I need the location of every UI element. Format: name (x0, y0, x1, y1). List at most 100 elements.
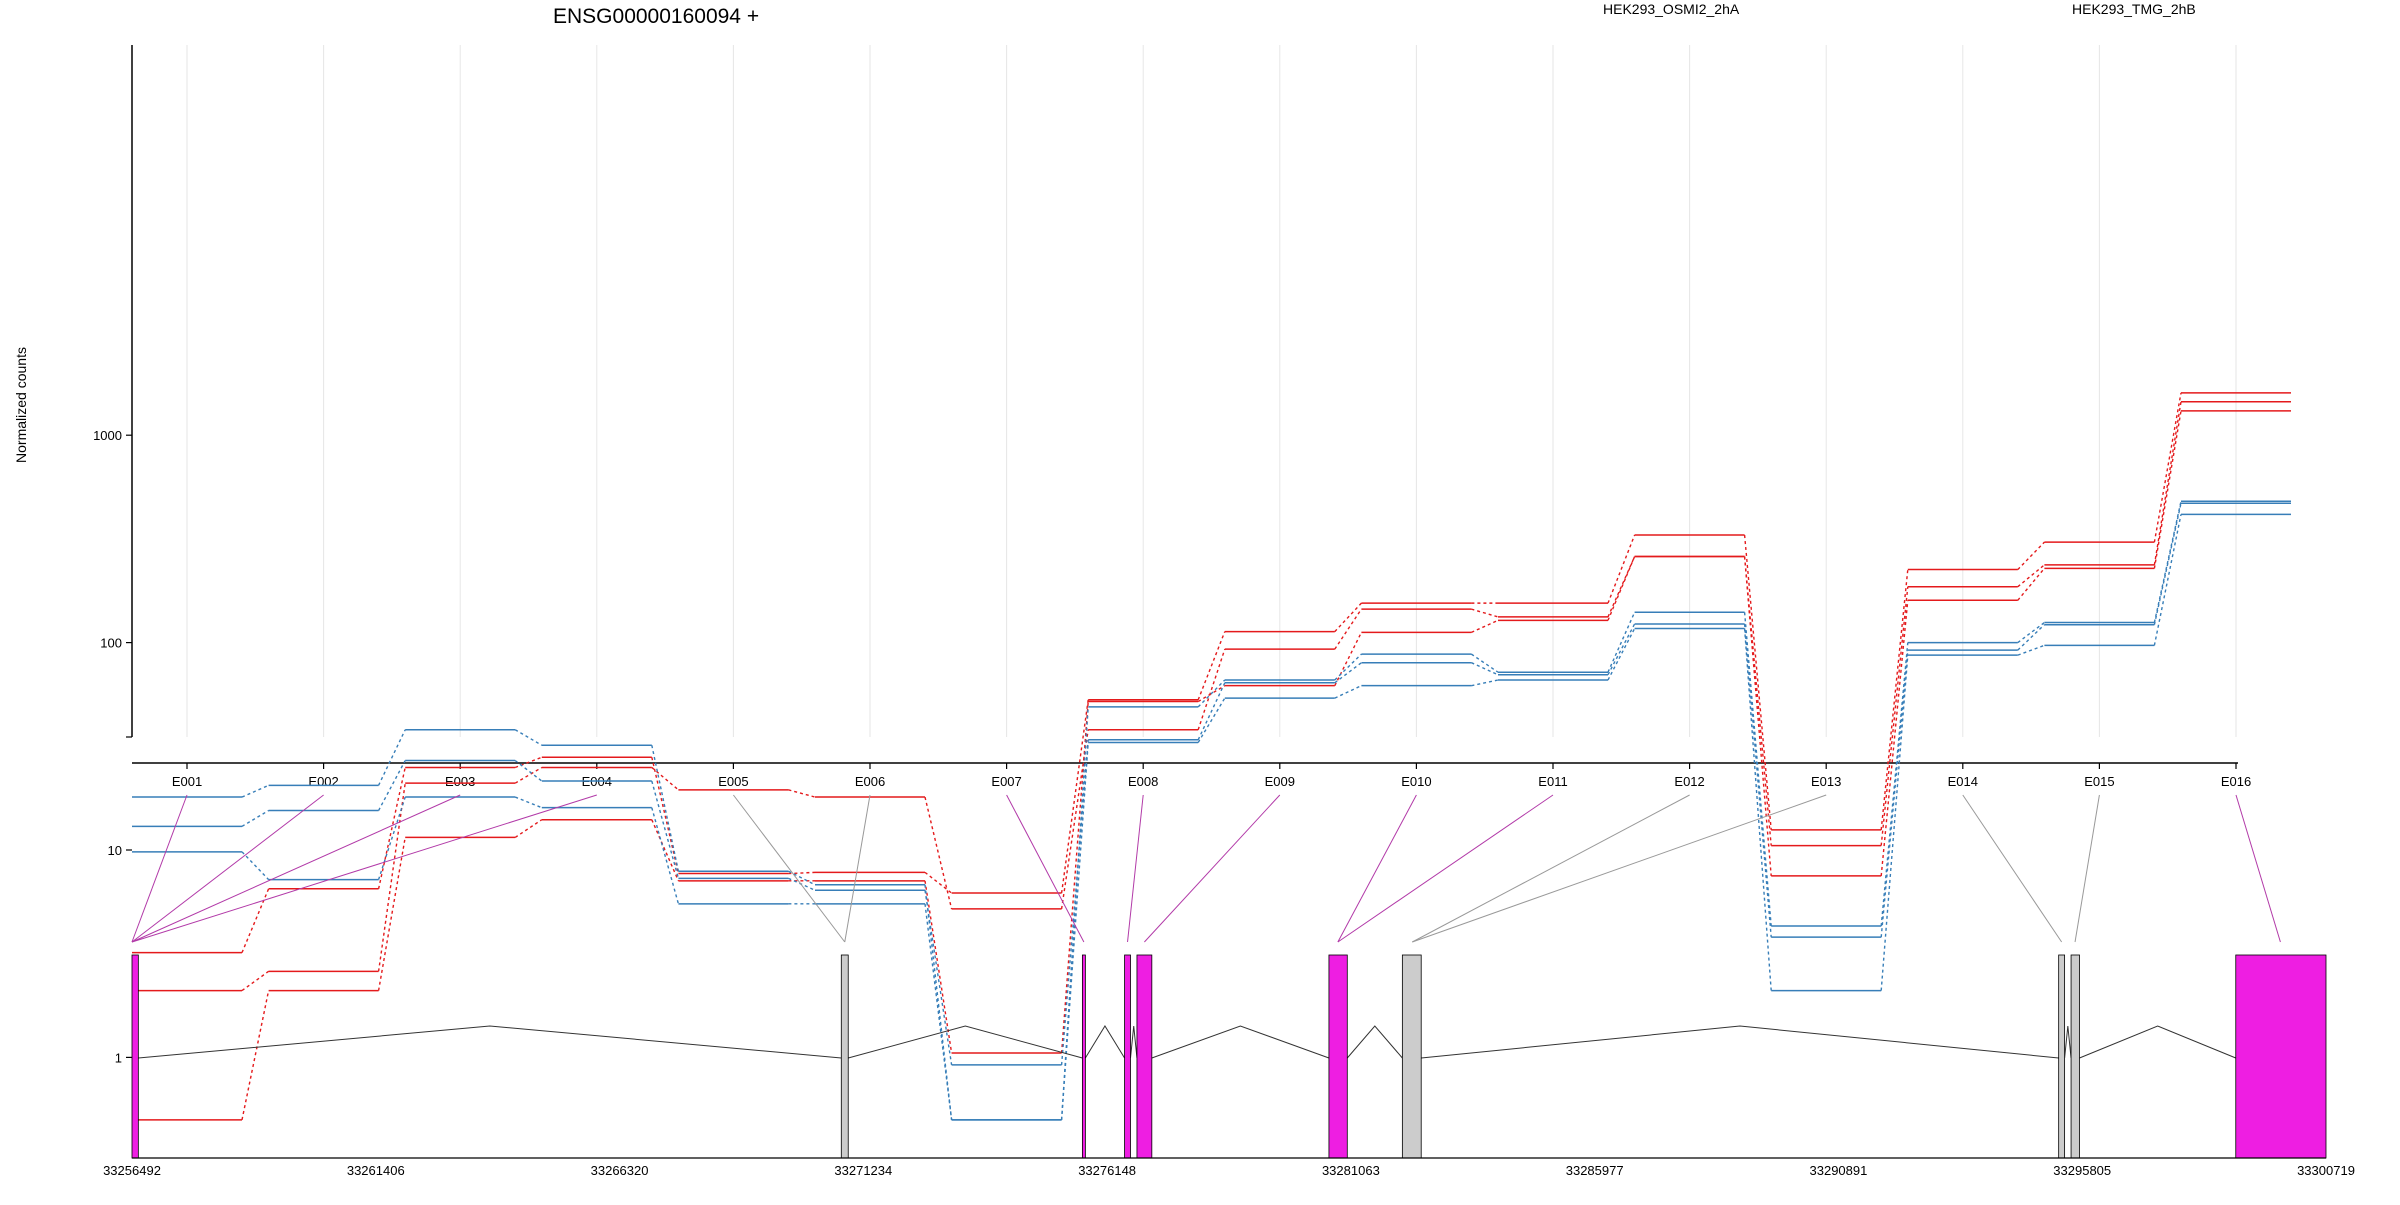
exon-count-connector (241, 809, 269, 827)
exon-count-connector (2153, 392, 2182, 543)
exon-count-connector (241, 784, 269, 798)
coordinate-label: 33256492 (103, 1163, 161, 1178)
exon-count-connector (2153, 401, 2182, 565)
exon-block (2235, 954, 2327, 1159)
exon-count-connector (377, 729, 406, 786)
exon-block (840, 954, 849, 1159)
intron-line (1084, 1025, 1125, 1059)
coordinate-label: 33300719 (2297, 1163, 2355, 1178)
exon-count-connector (2017, 541, 2045, 571)
series-lines (132, 392, 2291, 1121)
series-line (132, 513, 2291, 1121)
exon-link-line (1006, 794, 1085, 943)
exon-count-connector (1471, 662, 1499, 676)
exon-link-line (131, 794, 324, 943)
series-line (132, 400, 2291, 992)
exon-count-connector (1607, 623, 1636, 676)
exon-count-connector (514, 796, 543, 809)
exon-count-connector (788, 870, 816, 886)
x-tick-label: E008 (1128, 774, 1158, 789)
x-tick-label: E001 (172, 774, 202, 789)
exon-link-line (1962, 794, 2063, 943)
series-line (132, 500, 2291, 1121)
exon-link-line (2074, 794, 2100, 943)
exon-count-connector (2017, 567, 2045, 601)
exon-count-connector (1471, 619, 1499, 634)
exon-link-line (844, 794, 871, 943)
exon-count-connector (241, 990, 270, 1120)
intron-line (1421, 1025, 2059, 1059)
exon-count-connector (1880, 642, 1909, 927)
exon-count-connector (2017, 644, 2045, 656)
exon-link-line (131, 794, 461, 943)
y-tick-label: 10 (108, 843, 122, 858)
intron-line (848, 1025, 1083, 1059)
coordinate-label: 33276148 (1078, 1163, 1136, 1178)
x-tick-label: E016 (2221, 774, 2251, 789)
coordinate-label: 33261406 (347, 1163, 405, 1178)
exon-count-connector (1197, 631, 1226, 701)
intron-line (1346, 1025, 1403, 1059)
x-tick-label: E005 (718, 774, 748, 789)
exon-count-connector (1197, 685, 1226, 703)
x-tick-label: E006 (855, 774, 885, 789)
exon-count-connector (1060, 699, 1089, 894)
coordinate-label: 33290891 (1810, 1163, 1868, 1178)
exon-count-connector (1197, 697, 1226, 743)
exon-count-connector (377, 837, 406, 991)
exon-count-connector (377, 796, 406, 880)
chart-title: ENSG00000160094 + (553, 5, 759, 28)
exon-connector-lines (131, 794, 2281, 943)
x-tick-label: E007 (991, 774, 1021, 789)
exon-count-connector (1334, 602, 1362, 633)
exon-block (131, 954, 139, 1159)
exon-count-connector (1060, 739, 1089, 1065)
exon-count-connector (377, 760, 406, 811)
series-line (132, 502, 2291, 1066)
x-tick-label: E013 (1811, 774, 1841, 789)
exon-count-connector (924, 903, 953, 1120)
exon-count-connector (924, 871, 953, 894)
exon-count-connector (1607, 628, 1636, 681)
intron-line (1151, 1025, 1330, 1059)
exon-count-connector (2153, 501, 2182, 623)
exon-count-connector (1197, 648, 1226, 730)
exon-count-connector (1197, 682, 1226, 741)
y-tick-label: 100 (100, 636, 122, 651)
exon-block (1136, 954, 1153, 1159)
exon-count-connector (1743, 612, 1772, 927)
exon-count-connector (514, 819, 543, 838)
exon-count-connector (1880, 569, 1909, 830)
intron-line (138, 1025, 842, 1059)
exon-count-connector (651, 780, 680, 879)
exon-link-line (1412, 794, 1690, 943)
exon-count-connector (651, 819, 680, 882)
exon-link-line (1127, 794, 1144, 943)
x-tick-label: E014 (1948, 774, 1978, 789)
exon-count-connector (1743, 628, 1772, 991)
exon-count-connector (651, 745, 680, 872)
x-tick-label: E002 (308, 774, 338, 789)
exon-count-connector (788, 877, 816, 891)
exon-link-line (733, 794, 846, 943)
exon-count-connector (514, 729, 543, 746)
exon-count-connector (2017, 624, 2045, 651)
exon-link-line (1337, 794, 1554, 943)
x-tick-label: E009 (1265, 774, 1295, 789)
exon-block (2058, 954, 2066, 1159)
exon-count-connector (2017, 564, 2045, 588)
x-tick-label: E015 (2084, 774, 2114, 789)
exon-count-connector (1060, 701, 1089, 1054)
exon-count-connector (924, 890, 953, 1066)
exon-count-connector (1743, 556, 1772, 876)
exon-count-connector (1197, 679, 1226, 708)
exon-count-connector (514, 766, 543, 784)
exon-block (2070, 954, 2080, 1159)
intron-line (1130, 1025, 1138, 1059)
exon-count-connector (1607, 612, 1636, 673)
exon-count-connector (377, 783, 406, 972)
intron-line (2064, 1025, 2072, 1059)
exon-link-line (1337, 794, 1417, 943)
x-tick-label: E003 (445, 774, 475, 789)
